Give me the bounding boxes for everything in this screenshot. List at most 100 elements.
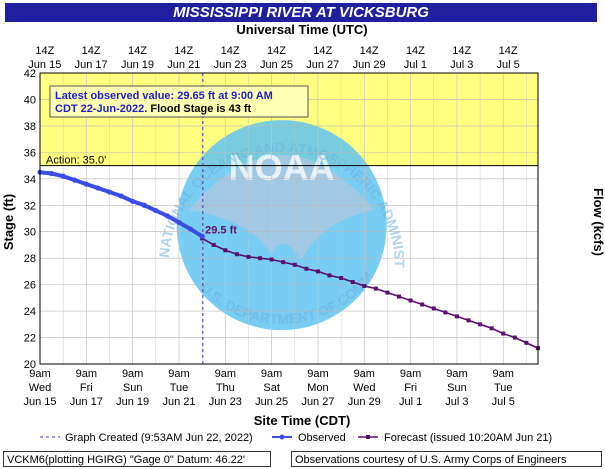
y-tick-label: 34 (24, 174, 36, 186)
observed-point (60, 173, 66, 179)
top-tick-label-date: Jun 19 (121, 59, 154, 71)
forecast-point (281, 260, 286, 265)
top-tick-label-hour: 14Z (128, 45, 147, 57)
info-box-line2: CDT 22-Jun-2022. Flood Stage is 43 ft (55, 103, 252, 115)
x-tick-label-time: 9am (122, 368, 143, 380)
observed-point (48, 170, 55, 177)
x-tick-label-day: Thu (216, 382, 235, 394)
observed-point (83, 181, 89, 187)
footer-credit: Observations courtesy of U.S. Army Corps… (291, 451, 602, 467)
axis-ticks: 20 22 24 26 28 30 32 34 36 38 40 42 9am Wed Jun 15 9am F… (23, 45, 519, 408)
x-tick-label-time: 9am (261, 368, 282, 380)
left-axis-title: Stage (ft) (1, 194, 16, 250)
observed-series: 29.5 ft (37, 169, 237, 239)
forecast-point (315, 269, 320, 274)
forecast-point (431, 306, 436, 311)
forecast-point (223, 248, 228, 253)
top-tick-label-hour: 14Z (499, 45, 518, 57)
observed-point (164, 213, 170, 219)
y-tick-label: 42 (24, 68, 36, 80)
x-tick-label-date: Jun 25 (255, 396, 288, 408)
x-tick-label-day: Fri (80, 382, 93, 394)
chart-grid (39, 72, 538, 365)
top-tick-label-hour: 14Z (221, 45, 240, 57)
top-tick-label-hour: 14Z (267, 45, 286, 57)
forecast-point (512, 335, 517, 340)
observed-point (118, 193, 124, 199)
observed-point (176, 219, 182, 226)
forecast-point (246, 254, 251, 259)
top-tick-label-hour: 14Z (313, 45, 332, 57)
top-tick-label-date: Jun 25 (260, 59, 293, 71)
y-tick-label: 36 (24, 147, 36, 159)
legend-forecast-marker (366, 435, 370, 439)
x-tick-label-time: 9am (168, 368, 189, 380)
top-tick-label-hour: 14Z (35, 45, 54, 57)
x-tick-label-day: Tue (170, 382, 189, 394)
top-tick-label-date: Jul 5 (496, 59, 519, 71)
observed-point (141, 202, 147, 208)
legend-created-label: Graph Created (9:53AM Jun 22, 2022) (65, 432, 253, 444)
forecast-point (304, 266, 309, 271)
top-tick-label-hour: 14Z (82, 45, 101, 57)
x-tick-label-date: Jun 19 (116, 396, 149, 408)
x-tick-label-day: Sun (123, 382, 143, 394)
y-tick-label: 28 (24, 253, 36, 265)
chart-title: MISSISSIPPI RIVER AT VICKSBURG (5, 3, 597, 22)
forecast-point (339, 276, 344, 281)
footer-datum: VCKM6(plotting HGIRG) "Gage 0" Datum: 46… (3, 451, 271, 467)
forecast-point (397, 294, 402, 299)
x-tick-label-day: Fri (404, 382, 417, 394)
x-tick-label-date: Jun 15 (23, 396, 56, 408)
legend-forecast-label: Forecast (issued 10:20AM Jun 21) (384, 432, 552, 444)
observed-point (130, 198, 136, 204)
info-box-frame (49, 85, 309, 118)
y-tick-label: 26 (24, 280, 36, 292)
info-box-flood-stage: Flood Stage is 43 ft (147, 103, 251, 115)
top-tick-label-hour: 14Z (452, 45, 471, 57)
y-tick-label: 32 (24, 200, 36, 212)
right-axis-title: Flow (kcfs) (591, 188, 605, 256)
top-tick-label-date: Jun 27 (306, 59, 339, 71)
forecast-point (385, 290, 390, 295)
forecast-series (200, 236, 540, 351)
observed-point (72, 177, 78, 183)
x-tick-label-day: Tue (494, 382, 513, 394)
x-tick-label-time: 9am (493, 368, 514, 380)
forecast-point (489, 326, 494, 331)
x-tick-label-day: Wed (353, 382, 375, 394)
noaa-bird-icon (188, 155, 375, 261)
top-tick-label-date: Jun 29 (353, 59, 386, 71)
x-tick-label-time: 9am (354, 368, 375, 380)
x-tick-label-time: 9am (215, 368, 236, 380)
x-tick-label-time: 9am (29, 368, 50, 380)
forecast-point (269, 257, 274, 262)
y-tick-label: 22 (24, 333, 36, 345)
observed-point (199, 233, 205, 239)
x-tick-label-time: 9am (307, 368, 328, 380)
x-tick-label-date: Jun 27 (301, 396, 334, 408)
action-stage-label: Action: 35.0' (46, 155, 106, 167)
forecast-point (258, 256, 263, 261)
top-tick-label-date: Jun 23 (214, 59, 247, 71)
top-axis-title: Universal Time (UTC) (236, 22, 367, 37)
top-tick-label-date: Jul 1 (404, 59, 427, 71)
forecast-point (373, 286, 378, 291)
top-tick-label-date: Jul 3 (450, 59, 473, 71)
forecast-point (524, 340, 529, 345)
x-tick-label-date: Jun 29 (348, 396, 381, 408)
bottom-axis-title: Site Time (CDT) (254, 413, 351, 428)
legend-observed-marker (279, 434, 285, 440)
forecast-point (454, 314, 459, 319)
info-box-date: CDT 22-Jun-2022. (55, 103, 147, 115)
x-tick-label-date: Jun 23 (209, 396, 242, 408)
forecast-point (350, 279, 355, 284)
forecast-point (211, 242, 216, 247)
info-box: Latest observed value: 29.65 ft at 9:00 … (49, 85, 309, 118)
forecast-point (327, 273, 332, 278)
x-tick-label-day: Wed (29, 382, 51, 394)
y-tick-label: 24 (24, 306, 36, 318)
observed-point (106, 189, 113, 195)
y-tick-label: 38 (24, 121, 36, 133)
x-tick-label-day: Sun (447, 382, 467, 394)
